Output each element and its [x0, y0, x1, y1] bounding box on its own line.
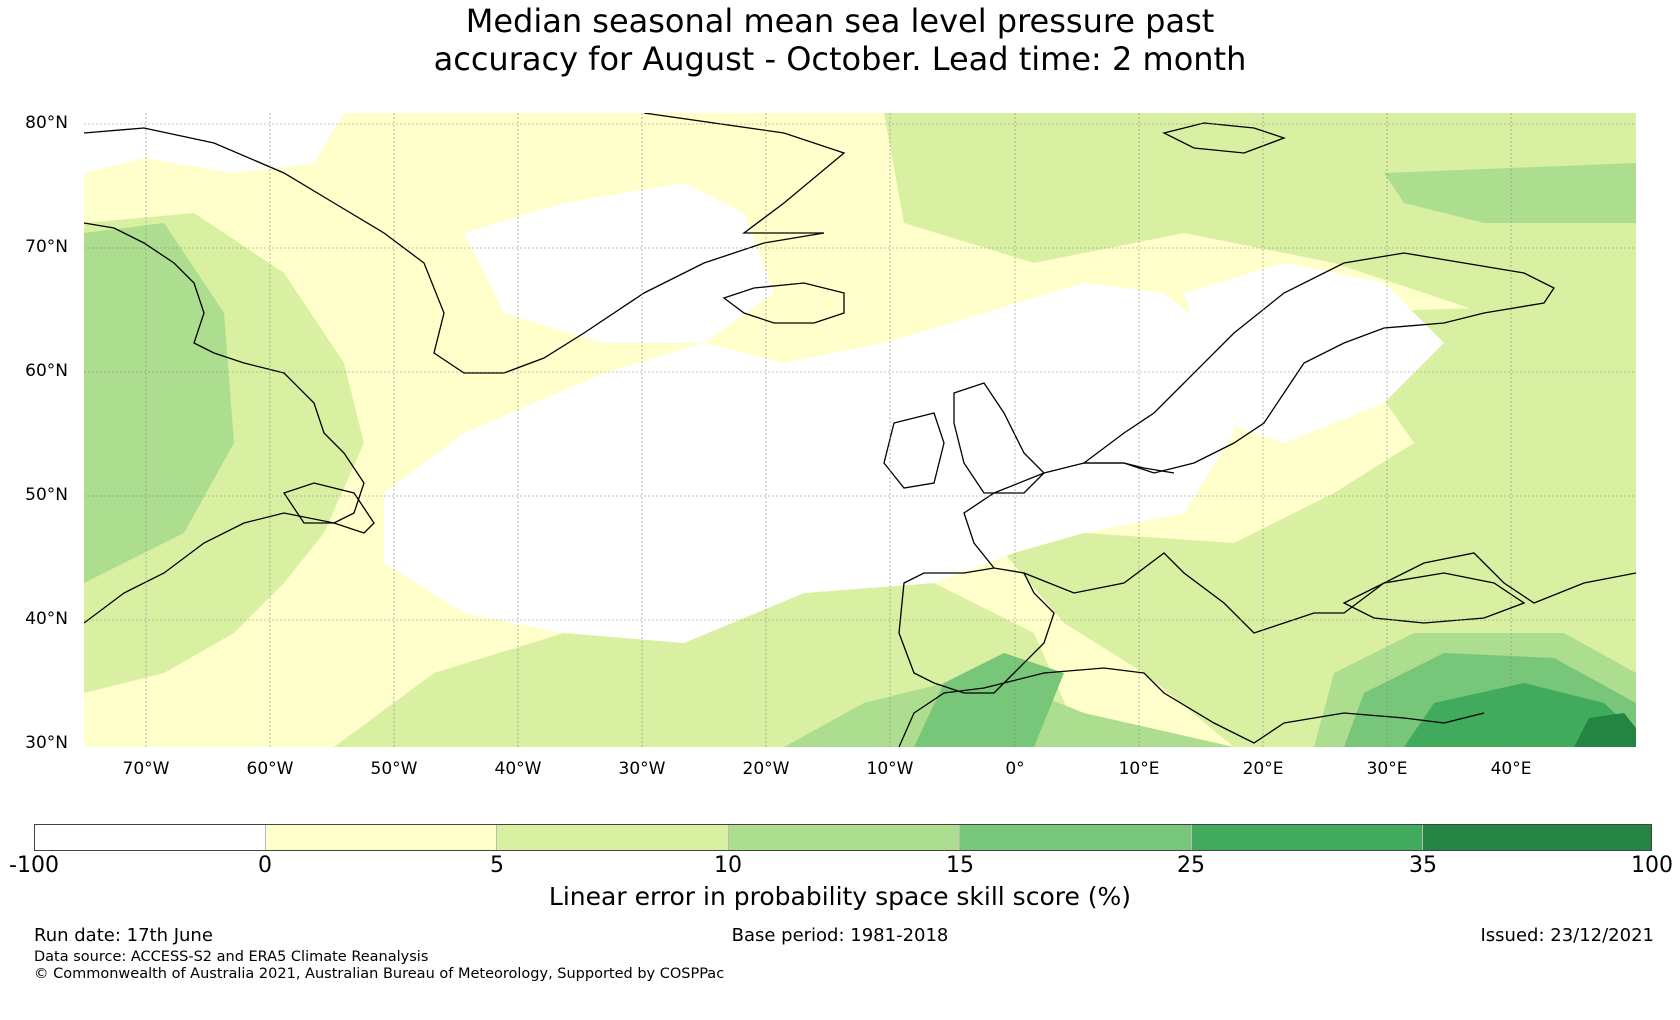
lat-label-80n: 80°N: [25, 113, 68, 133]
lon-label-70w: 70°W: [122, 759, 170, 779]
issued-date: Issued: 23/12/2021: [1480, 925, 1654, 946]
colorbar-segment-35-100: [1423, 825, 1651, 850]
coastline-arctic-islands: [1162, 122, 1286, 154]
coastline-newfoundland: [282, 482, 375, 534]
skill-score-map: [84, 113, 1636, 747]
skill-region-iberia-coast: [914, 653, 1064, 747]
colorbar-tick-label-5: 5: [490, 853, 504, 878]
coastline-british-isles: [883, 382, 1045, 494]
skill-region-west-labrador: [84, 223, 234, 583]
negative-skill-europe: [1184, 263, 1444, 443]
graticule: [84, 113, 1636, 747]
lat-label-60n: 60°N: [25, 361, 68, 381]
chart-title: Median seasonal mean sea level pressure …: [0, 2, 1680, 78]
lat-label-70n: 70°N: [25, 237, 68, 257]
lon-label-10w: 10°W: [866, 759, 914, 779]
lon-label-60w: 60°W: [246, 759, 294, 779]
colorbar-segment-25-35: [1192, 825, 1423, 850]
coastlines: [84, 113, 1636, 747]
lon-label-40e: 40°E: [1490, 759, 1532, 779]
run-date: Run date: 17th June: [34, 925, 213, 946]
colorbar-segment-neg100-0: [35, 825, 266, 850]
coastline-black-sea: [1342, 572, 1526, 624]
lat-label-40n: 40°N: [25, 609, 68, 629]
colorbar-segment-5-10: [497, 825, 729, 850]
title-line-2: accuracy for August - October. Lead time…: [433, 40, 1247, 78]
coastline-europe-mainland: [963, 462, 1636, 634]
colorbar-tick-label-0: 0: [258, 853, 272, 878]
lon-label-30e: 30°E: [1366, 759, 1408, 779]
map-canvas: [84, 113, 1636, 747]
coastline-north-america: [84, 222, 365, 624]
skill-region-middle-east: [1574, 713, 1636, 747]
base-period: Base period: 1981-2018: [731, 925, 949, 946]
data-source: Data source: ACCESS-S2 and ERA5 Climate …: [34, 949, 429, 965]
coastline-iceland: [722, 282, 845, 324]
lon-label-40w: 40°W: [494, 759, 542, 779]
coastline-iberia: [898, 567, 1055, 694]
colorbar-segment-15-25: [960, 825, 1192, 850]
colorbar-tick-label-35: 35: [1409, 853, 1437, 878]
coastline-greenland: [84, 113, 846, 374]
lon-label-20w: 20°W: [742, 759, 790, 779]
copyright: © Commonwealth of Australia 2021, Austra…: [34, 966, 725, 982]
colorbar-segment-0-5: [266, 825, 497, 850]
skill-region-levant: [1404, 683, 1636, 747]
colorbar-tick-label-neg100: -100: [9, 853, 59, 878]
colorbar-segment-10-15: [729, 825, 960, 850]
skill-region-arctic-east: [884, 113, 1636, 313]
lon-label-0: 0°: [1005, 759, 1025, 779]
negative-skill-greenland-sea: [464, 183, 774, 343]
colorbar-title: Linear error in probability space skill …: [548, 882, 1132, 911]
lon-label-20e: 20°E: [1242, 759, 1284, 779]
colorbar-tick-label-25: 25: [1177, 853, 1205, 878]
title-line-1: Median seasonal mean sea level pressure …: [465, 2, 1215, 40]
colorbar-tick-label-100: 100: [1631, 853, 1673, 878]
lat-label-30n: 30°N: [25, 733, 68, 753]
skill-region-arctic-band: [1384, 163, 1636, 223]
coastline-scandinavia: [1082, 252, 1555, 474]
colorbar-tick-label-10: 10: [714, 853, 742, 878]
coastline-north-africa: [898, 667, 1485, 747]
lon-label-50w: 50°W: [370, 759, 418, 779]
colorbar-tick-label-15: 15: [946, 853, 974, 878]
lon-label-10e: 10°E: [1118, 759, 1160, 779]
lon-label-30w: 30°W: [618, 759, 666, 779]
colorbar: [34, 824, 1652, 851]
lat-label-50n: 50°N: [25, 485, 68, 505]
negative-skill-north-atlantic: [384, 283, 1234, 643]
